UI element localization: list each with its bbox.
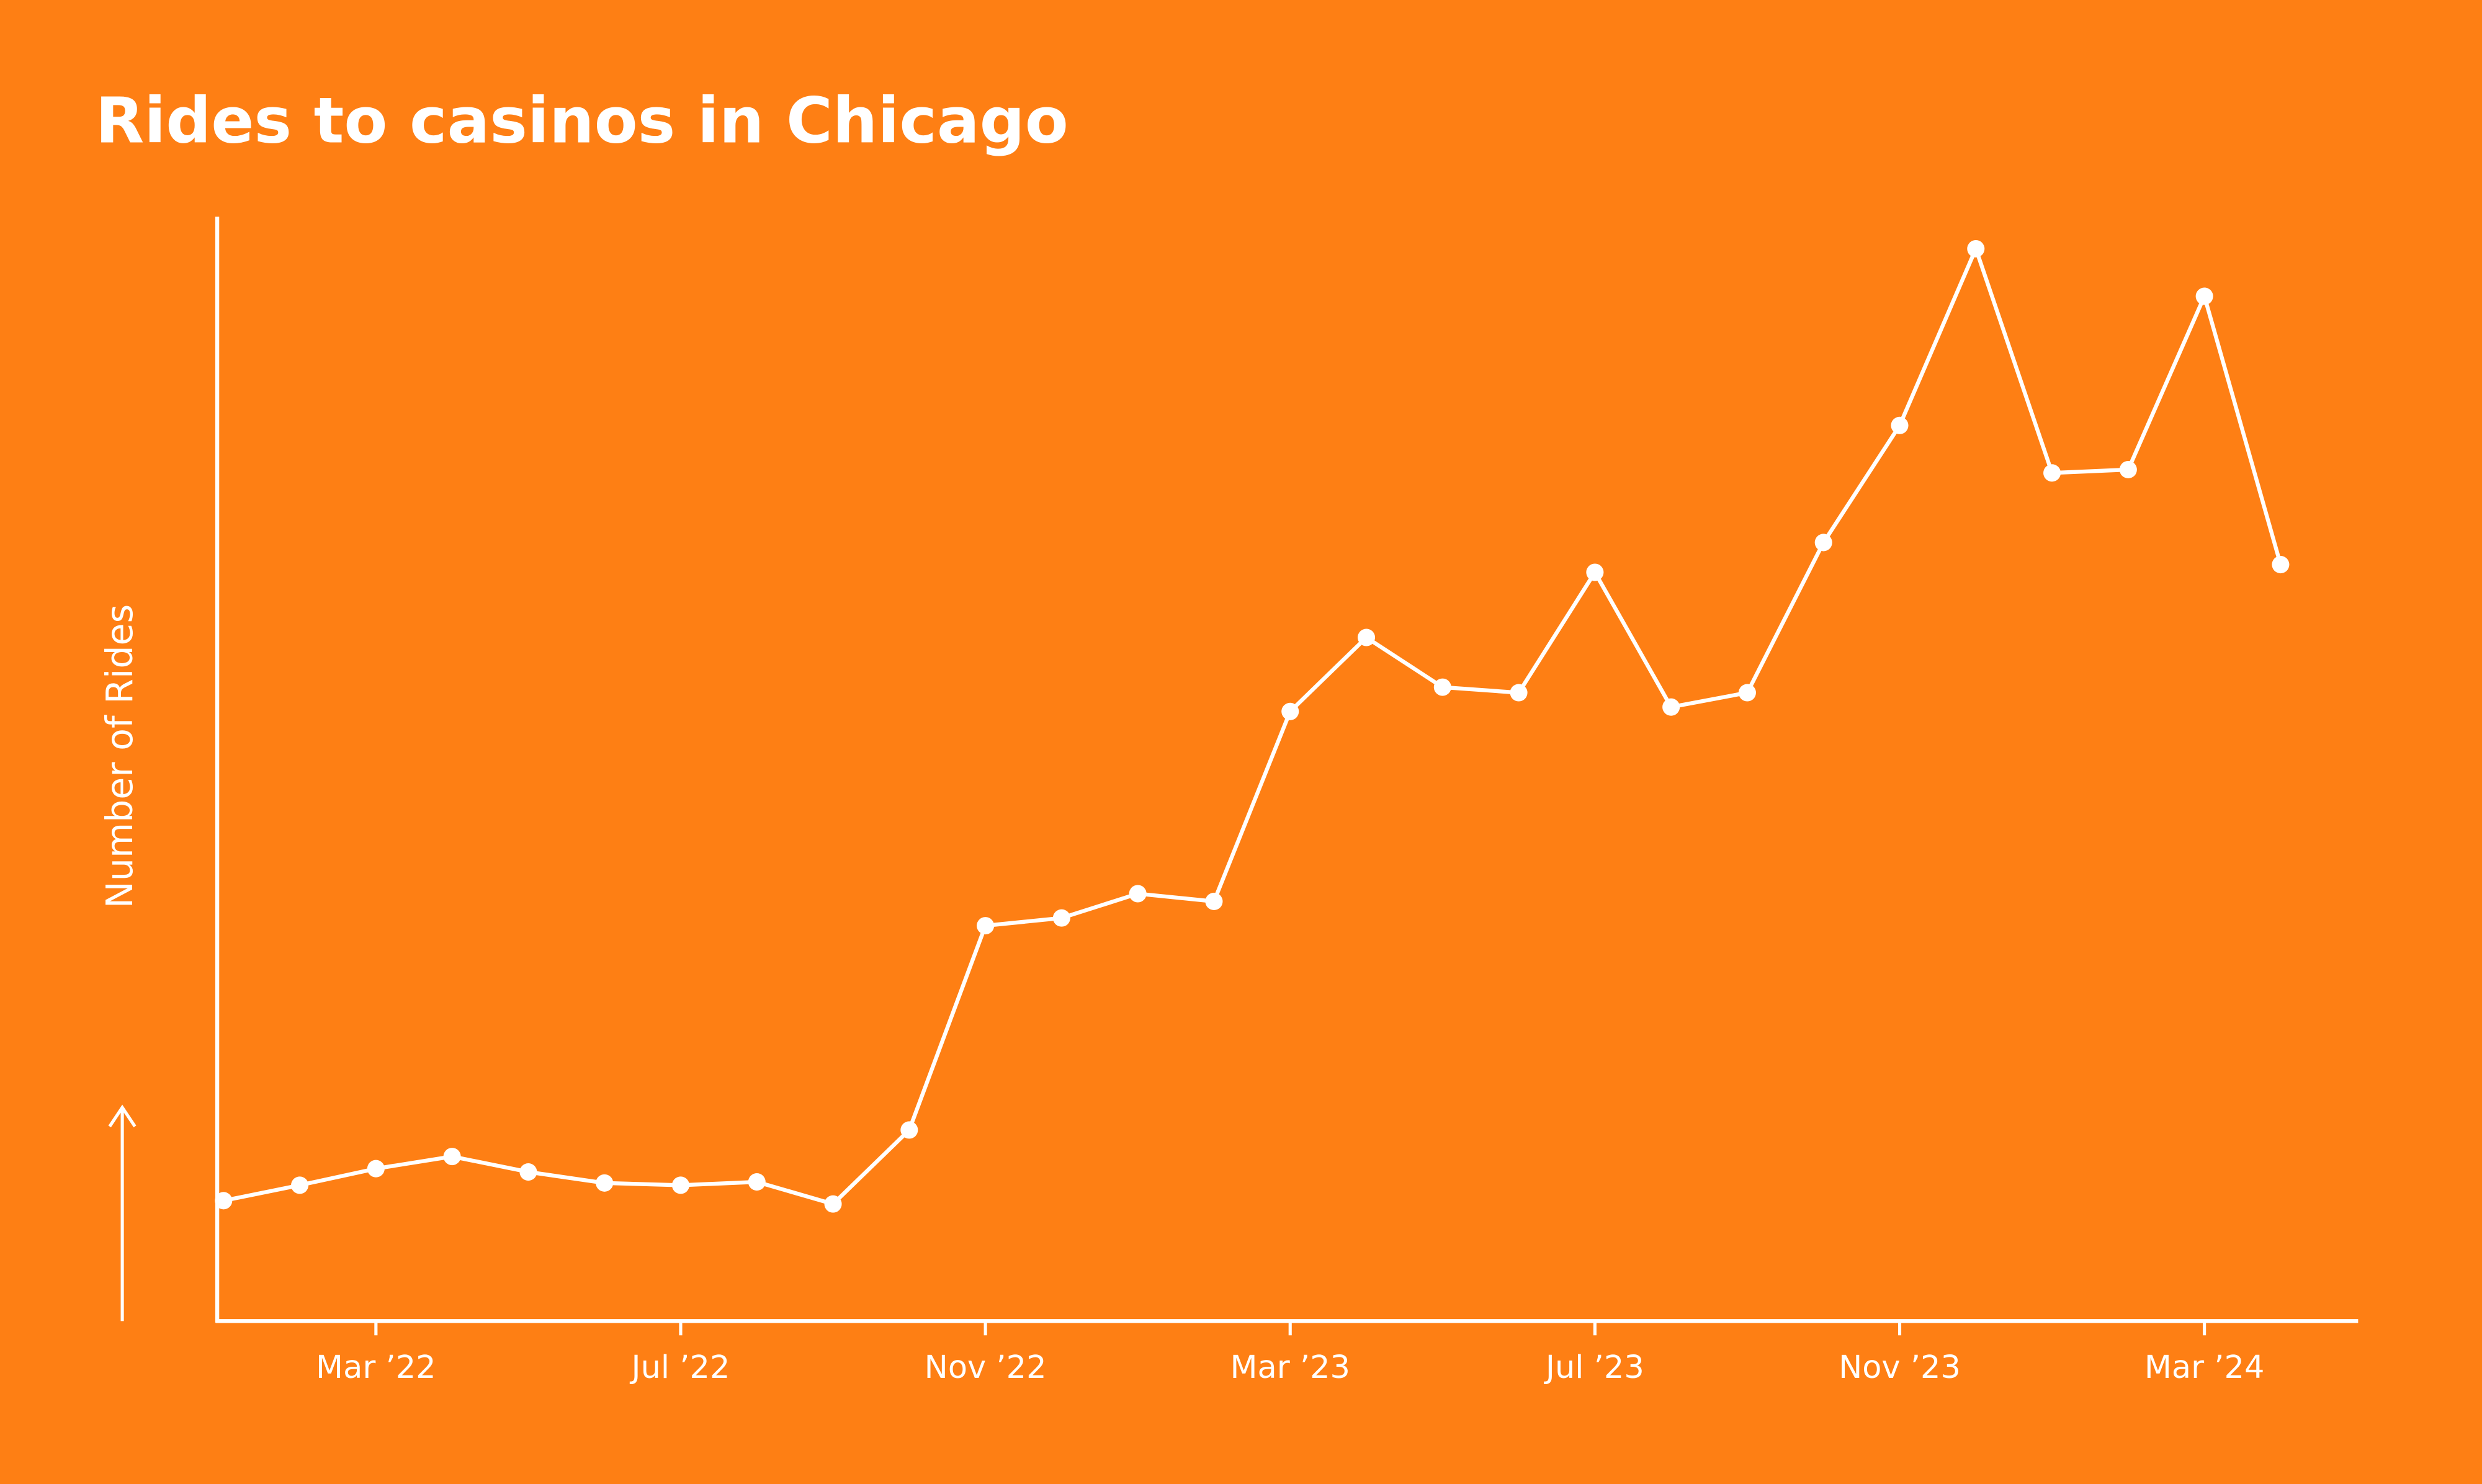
x-tick-label: Jul ’22: [630, 1349, 730, 1386]
point: [596, 1174, 614, 1192]
point: [1586, 563, 1604, 581]
point: [519, 1163, 537, 1181]
point: [1357, 628, 1376, 646]
point: [2043, 464, 2061, 482]
point: [1662, 698, 1680, 716]
y-arrow-head: [108, 1104, 137, 1128]
point: [748, 1173, 766, 1191]
x-tick-label: Jul ’23: [1544, 1349, 1644, 1386]
point: [443, 1148, 461, 1166]
point: [671, 1176, 690, 1194]
point: [1129, 885, 1147, 903]
line: [223, 246, 2283, 1206]
x-tick-label: Mar ’22: [316, 1349, 436, 1386]
point: [1433, 678, 1451, 696]
point: [1738, 684, 1756, 702]
point: [2272, 556, 2290, 574]
point: [291, 1176, 309, 1194]
y-axis-label: Number of Rides: [99, 604, 141, 908]
point: [1205, 892, 1223, 910]
point: [2195, 287, 2213, 305]
point: [367, 1160, 385, 1178]
point: [977, 917, 995, 935]
point: [1052, 909, 1070, 927]
point: [824, 1195, 842, 1213]
point: [1891, 416, 1909, 434]
x-tick-label: Nov ’23: [1839, 1349, 1961, 1386]
point: [900, 1121, 918, 1139]
x-tick-label: Nov ’22: [925, 1349, 1047, 1386]
chart-title: Rides to casinos in Chicago: [96, 84, 1069, 158]
point: [1814, 534, 1832, 552]
point: [1510, 684, 1528, 702]
x-tick-label: Mar ’24: [2144, 1349, 2265, 1386]
point: [1967, 239, 1985, 258]
point: [1281, 702, 1299, 720]
x-tick-label: Mar ’23: [1230, 1349, 1350, 1386]
point: [215, 1192, 233, 1210]
point: [2119, 460, 2137, 479]
